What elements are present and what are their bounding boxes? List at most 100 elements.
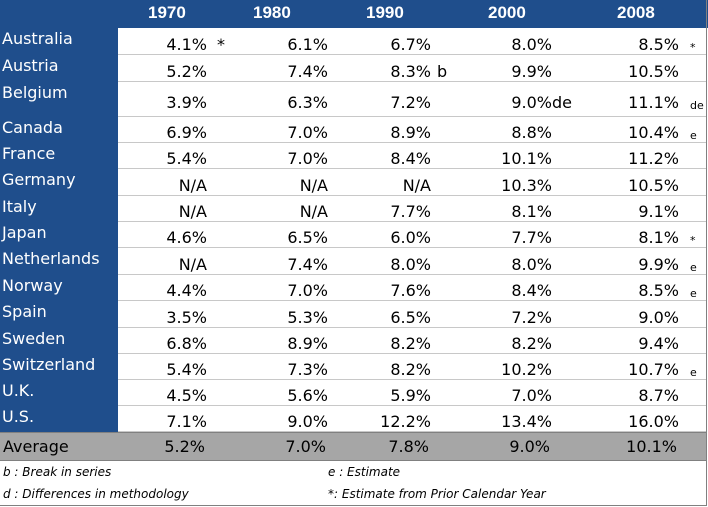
footnote-estimate: e : Estimate [328, 465, 401, 479]
cell-value: 9.9% [638, 255, 679, 274]
average-2008: 10.1% [626, 437, 677, 456]
cell-value: N/A [299, 202, 328, 221]
country-label: Austria [2, 56, 59, 75]
cell-value: N/A [402, 176, 431, 195]
cell-value: N/A [178, 202, 207, 221]
cell-value: 7.0% [287, 149, 328, 168]
header-2008: 2008 [617, 3, 655, 22]
cell-value: 12.2% [380, 412, 431, 431]
cell-value: 4.5% [166, 386, 207, 405]
cell-value: 8.0% [511, 35, 552, 54]
country-label: Australia [2, 29, 73, 48]
cell-value: 7.3% [287, 360, 328, 379]
cell-value: 13.4% [501, 412, 552, 431]
footnote-marker: e [690, 366, 697, 379]
header-1970: 1970 [148, 3, 186, 22]
footnote-marker: de [552, 93, 572, 112]
cell-value: 10.5% [628, 62, 679, 81]
table-header: 1970 1980 1990 2000 2008 [0, 0, 708, 28]
cell-value: 10.4% [628, 123, 679, 142]
average-1990: 7.8% [388, 437, 429, 456]
country-label: U.K. [2, 381, 35, 400]
cell-value: 8.0% [390, 255, 431, 274]
cell-value: 8.7% [638, 386, 679, 405]
cell-value: 6.9% [166, 123, 207, 142]
cell-value: 6.3% [287, 93, 328, 112]
country-label: U.S. [2, 407, 35, 426]
average-row: Average 5.2% 7.0% 7.8% 9.0% 10.1% [0, 432, 706, 461]
country-label: Canada [2, 118, 63, 137]
footnote-prior-year: *: Estimate from Prior Calendar Year [328, 487, 546, 501]
row-divider [118, 379, 706, 380]
country-label: Italy [2, 197, 37, 216]
footnote-methodology: d : Differences in methodology [3, 487, 189, 501]
cell-value: 11.1% [628, 93, 679, 112]
country-label: Norway [2, 276, 63, 295]
cell-value: 7.4% [287, 62, 328, 81]
cell-value: 10.2% [501, 360, 552, 379]
cell-value: 9.9% [511, 62, 552, 81]
row-divider [118, 221, 706, 222]
cell-value: 5.2% [166, 62, 207, 81]
footnote-marker: b [437, 62, 448, 81]
cell-value: 9.0% [287, 412, 328, 431]
cell-value: 9.1% [638, 202, 679, 221]
row-divider [118, 54, 706, 55]
country-label: Netherlands [2, 249, 100, 268]
cell-value: 9.0% [511, 93, 552, 112]
cell-value: 6.0% [390, 228, 431, 247]
cell-value: 6.5% [390, 308, 431, 327]
cell-value: 8.4% [390, 149, 431, 168]
cell-value: 8.9% [390, 123, 431, 142]
cell-value: 3.9% [166, 93, 207, 112]
cell-value: 9.4% [638, 334, 679, 353]
average-1980: 7.0% [285, 437, 326, 456]
cell-value: N/A [178, 176, 207, 195]
cell-value: 7.2% [390, 93, 431, 112]
cell-value: 5.4% [166, 149, 207, 168]
cell-value: 6.8% [166, 334, 207, 353]
row-divider [118, 142, 706, 143]
cell-value: 8.2% [390, 360, 431, 379]
cell-value: 7.7% [511, 228, 552, 247]
average-1970: 5.2% [164, 437, 205, 456]
cell-value: 8.2% [390, 334, 431, 353]
cell-value: 8.0% [511, 255, 552, 274]
row-divider [118, 81, 706, 82]
country-label: France [2, 144, 56, 163]
cell-value: 7.6% [390, 281, 431, 300]
cell-value: 10.7% [628, 360, 679, 379]
cell-value: 8.8% [511, 123, 552, 142]
cell-value: 10.1% [501, 149, 552, 168]
footnote-marker: e [690, 261, 697, 274]
cell-value: N/A [178, 255, 207, 274]
average-label: Average [3, 437, 69, 456]
cell-value: 8.3% [390, 62, 431, 81]
country-label: Spain [2, 302, 47, 321]
row-divider [118, 247, 706, 248]
cell-value: 4.1% [166, 35, 207, 54]
cell-value: 8.1% [511, 202, 552, 221]
cell-value: 6.7% [390, 35, 431, 54]
row-divider [118, 195, 706, 196]
cell-value: 5.4% [166, 360, 207, 379]
country-label: Belgium [2, 83, 68, 102]
cell-value: 10.5% [628, 176, 679, 195]
row-divider [118, 300, 706, 301]
cell-value: 7.4% [287, 255, 328, 274]
cell-value: 9.0% [638, 308, 679, 327]
cell-value: N/A [299, 176, 328, 195]
cell-value: 16.0% [628, 412, 679, 431]
footnote-marker: de [690, 99, 704, 112]
country-column [0, 28, 118, 432]
row-divider [118, 168, 706, 169]
footnote-marker: e [690, 129, 697, 142]
row-divider [118, 116, 706, 117]
cell-value: 8.9% [287, 334, 328, 353]
header-1980: 1980 [253, 3, 291, 22]
country-label: Japan [2, 223, 47, 242]
cell-value: 7.0% [511, 386, 552, 405]
cell-value: 8.5% [638, 281, 679, 300]
cell-value: 7.7% [390, 202, 431, 221]
footnote-marker: e [690, 287, 697, 300]
